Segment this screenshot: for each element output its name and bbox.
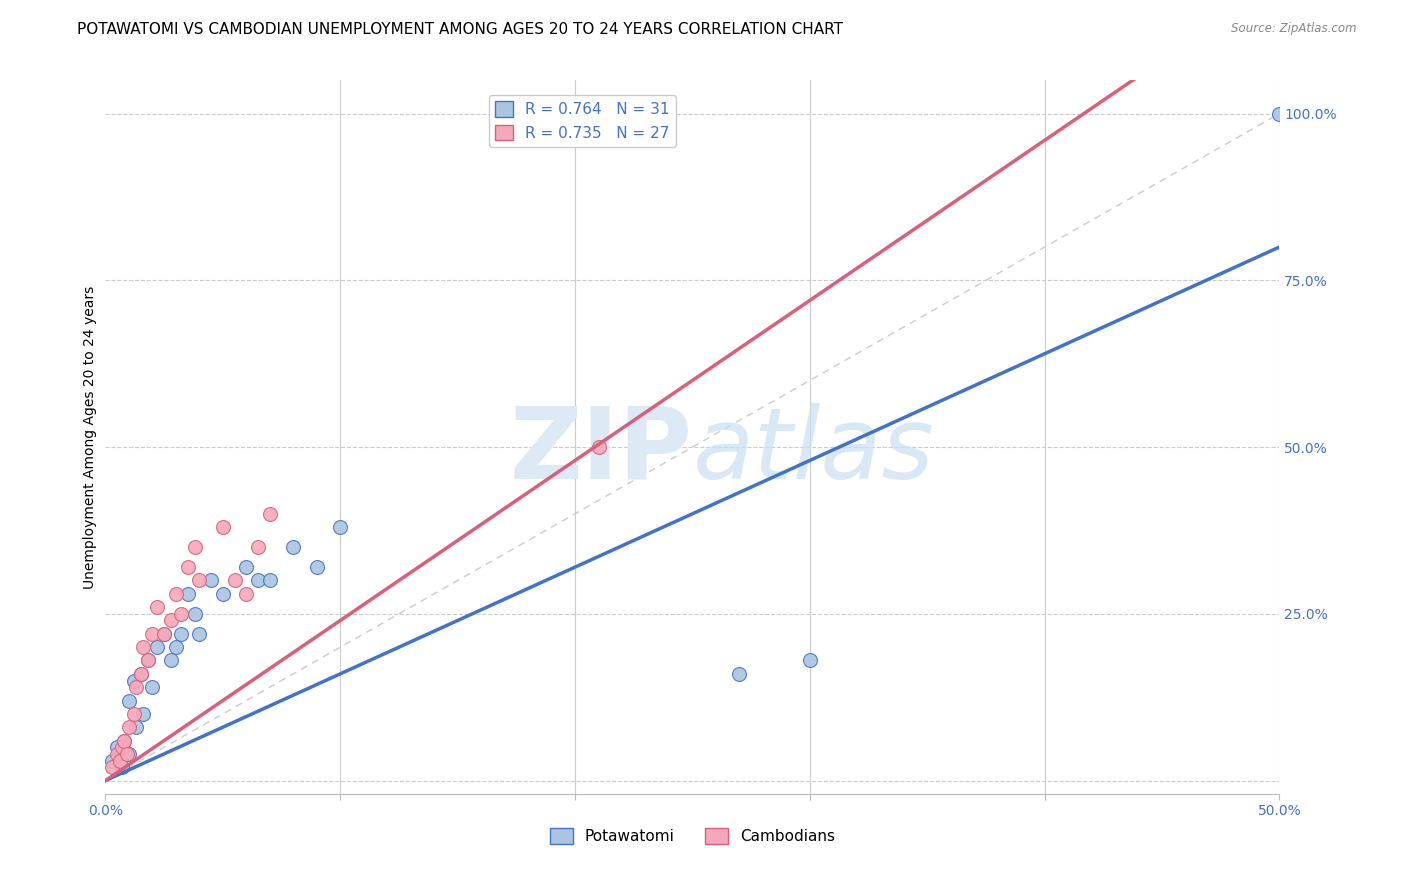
Point: [247, 540, 270, 554]
Point: [129, 666, 152, 681]
Point: [132, 706, 155, 721]
Point: [146, 640, 169, 655]
Point: [329, 520, 352, 534]
Point: [136, 653, 159, 667]
Point: [118, 693, 141, 707]
Point: [125, 720, 148, 734]
Point: [141, 680, 163, 694]
Point: [183, 540, 205, 554]
Point: [188, 627, 211, 641]
Point: [259, 507, 281, 521]
Point: [165, 587, 187, 601]
Point: [176, 560, 198, 574]
Point: [129, 666, 152, 681]
Point: [160, 614, 183, 628]
Point: [283, 540, 305, 554]
Point: [224, 574, 246, 588]
Point: [153, 627, 176, 641]
Point: [118, 720, 141, 734]
Point: [235, 560, 257, 574]
Point: [111, 740, 134, 755]
Y-axis label: Unemployment Among Ages 20 to 24 years: Unemployment Among Ages 20 to 24 years: [83, 285, 97, 589]
Point: [305, 560, 328, 574]
Point: [118, 747, 141, 761]
Point: [101, 754, 124, 768]
Point: [146, 600, 169, 615]
Point: [105, 747, 128, 761]
Point: [108, 754, 131, 768]
Point: [112, 733, 135, 747]
Point: [122, 706, 145, 721]
Point: [176, 587, 198, 601]
Text: Source: ZipAtlas.com: Source: ZipAtlas.com: [1232, 22, 1357, 36]
Point: [122, 673, 145, 688]
Point: [136, 653, 159, 667]
Point: [160, 653, 183, 667]
Point: [247, 574, 270, 588]
Point: [235, 587, 257, 601]
Point: [165, 640, 187, 655]
Point: [169, 607, 191, 621]
Legend: Potawatomi, Cambodians: Potawatomi, Cambodians: [544, 822, 841, 850]
Point: [169, 627, 191, 641]
Point: [111, 760, 134, 774]
Point: [728, 666, 751, 681]
Point: [125, 680, 148, 694]
Point: [799, 653, 821, 667]
Point: [183, 607, 205, 621]
Point: [211, 587, 233, 601]
Point: [211, 520, 233, 534]
Point: [141, 627, 163, 641]
Text: ZIP: ZIP: [509, 403, 693, 500]
Point: [188, 574, 211, 588]
Point: [132, 640, 155, 655]
Point: [200, 574, 222, 588]
Text: atlas: atlas: [693, 403, 934, 500]
Point: [101, 760, 124, 774]
Point: [112, 733, 135, 747]
Point: [259, 574, 281, 588]
Point: [588, 440, 610, 454]
Point: [115, 747, 138, 761]
Text: POTAWATOMI VS CAMBODIAN UNEMPLOYMENT AMONG AGES 20 TO 24 YEARS CORRELATION CHART: POTAWATOMI VS CAMBODIAN UNEMPLOYMENT AMO…: [77, 22, 844, 37]
Point: [1268, 106, 1291, 120]
Point: [153, 627, 176, 641]
Point: [105, 740, 128, 755]
